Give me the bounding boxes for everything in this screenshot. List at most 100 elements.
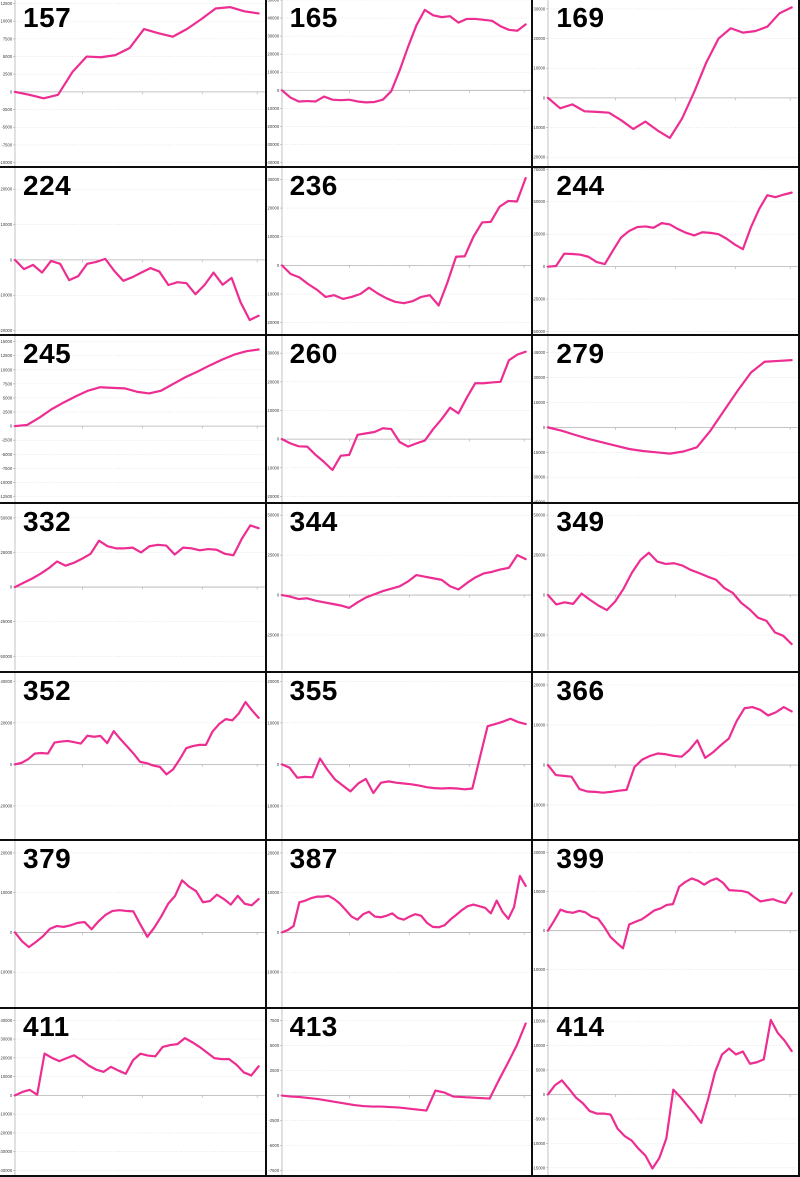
trend-line <box>547 1018 794 1170</box>
y-tick-label: -5000 <box>535 1116 546 1121</box>
y-tick-label: 10000 <box>534 66 546 71</box>
sparkline-svg: 20000 10000 0 -10000 <box>0 840 265 1007</box>
y-tick-label: 2500 <box>270 1068 280 1073</box>
chart-id-label: 236 <box>289 170 338 202</box>
chart-id-label: 260 <box>289 338 338 370</box>
trend-line <box>13 878 260 948</box>
y-tick-label: -25000 <box>533 633 546 638</box>
trend-line <box>280 717 527 794</box>
y-tick-label: 0 <box>543 95 546 100</box>
sparkline-svg: 45000 30000 15000 0 -15000 -30000 -45000 <box>533 336 798 503</box>
y-tick-label: -20000 <box>267 124 280 129</box>
y-tick-label: -10000 <box>267 803 280 808</box>
y-tick-label: 0 <box>10 761 13 766</box>
chart-id-label: 399 <box>556 842 605 874</box>
trend-line <box>547 552 794 646</box>
y-tick-label: 5000 <box>536 1067 546 1072</box>
y-tick-label: 15000 <box>1 339 13 344</box>
y-tick-label: 30000 <box>534 6 546 11</box>
sparkline-svg: 20000 10000 0 -10000 -20000 <box>0 168 265 335</box>
y-tick-label: 0 <box>276 437 279 442</box>
y-tick-label: 0 <box>543 1092 546 1097</box>
y-tick-label: 0 <box>543 593 546 598</box>
sparkline-svg: 20000 10000 0 -10000 <box>533 672 798 839</box>
y-tick-label: 5000 <box>270 1043 280 1048</box>
chart-id-label: 245 <box>23 338 72 370</box>
y-tick-label: -20000 <box>0 328 13 333</box>
y-tick-label: -5000 <box>1 452 12 457</box>
y-tick-label: 50000 <box>267 0 279 3</box>
y-tick-label: 10000 <box>1 890 13 895</box>
y-tick-label: 20000 <box>534 36 546 41</box>
y-tick-label: 25000 <box>534 232 546 237</box>
y-tick-label: 2500 <box>3 72 13 77</box>
y-tick-label: -10000 <box>267 466 280 471</box>
y-tick-label: 15000 <box>534 1019 546 1024</box>
chart-id-label: 387 <box>289 842 338 874</box>
y-tick-label: -10000 <box>267 106 280 111</box>
y-tick-label: -10000 <box>533 1141 546 1146</box>
y-tick-label: -2500 <box>1 438 12 443</box>
y-tick-label: -20000 <box>0 803 13 808</box>
y-tick-label: 0 <box>276 1093 279 1098</box>
sparkline-cell: 413 7500 5000 2500 0 -2500 -5000 -7500 <box>266 1008 532 1175</box>
sparkline-cell: 344 50000 25000 0 -25000 <box>266 504 532 671</box>
chart-id-label: 165 <box>289 2 338 33</box>
y-tick-label: -5000 <box>268 1143 279 1148</box>
y-tick-label: -40000 <box>0 1168 13 1173</box>
y-tick-label: 0 <box>543 264 546 269</box>
sparkline-cell: 169 30000 20000 10000 0 -10000 -20000 <box>533 0 798 167</box>
y-tick-label: -20000 <box>267 320 280 325</box>
sparkline-svg: 50000 25000 0 -25000 <box>533 504 798 671</box>
y-tick-label: 20000 <box>1 720 13 725</box>
y-tick-label: 10000 <box>267 70 279 75</box>
y-tick-label: 0 <box>276 263 279 268</box>
chart-id-label: 344 <box>289 506 338 538</box>
y-tick-label: -10000 <box>0 969 13 974</box>
y-tick-label: 30000 <box>534 375 546 380</box>
trend-line <box>547 705 794 794</box>
sparkline-svg: 15000 10000 5000 0 -5000 -10000 -15000 <box>533 1008 798 1175</box>
sparkline-cell: 411 40000 30000 20000 10000 0 -10000 -20000 -30… <box>0 1008 265 1175</box>
y-tick-label: 5000 <box>3 54 13 59</box>
sparkline-svg: 40000 30000 20000 10000 0 -10000 -20000 -30000 -… <box>0 1008 265 1175</box>
y-tick-label: 0 <box>10 89 13 94</box>
sparkline-svg: 7500 5000 2500 0 -2500 -5000 -7500 <box>268 1008 532 1175</box>
chart-id-label: 352 <box>23 674 72 706</box>
y-tick-label: 20000 <box>267 52 279 57</box>
sparkline-cell: 379 20000 10000 0 -10000 <box>0 840 265 1007</box>
y-tick-label: 10000 <box>267 890 279 895</box>
y-tick-label: 40000 <box>1 1018 13 1023</box>
y-tick-label: -20000 <box>0 1130 13 1135</box>
y-tick-label: -10000 <box>267 969 280 974</box>
y-tick-label: 0 <box>543 425 546 430</box>
y-tick-label: 10000 <box>1 1074 13 1079</box>
sparkline-cell: 349 50000 25000 0 -25000 <box>533 504 798 671</box>
y-tick-label: 25000 <box>267 553 279 558</box>
trend-line <box>280 177 527 307</box>
y-tick-label: 10000 <box>1 368 13 373</box>
y-tick-label: -25000 <box>267 633 280 638</box>
y-tick-label: 20000 <box>1 850 13 855</box>
y-tick-label: 7500 <box>3 36 13 41</box>
sparkline-svg: 15000 12500 10000 7500 5000 2500 0 -2500 -5000 -7… <box>0 336 265 503</box>
sparkline-svg: 30000 20000 10000 0 -10000 -20000 <box>267 336 532 503</box>
y-tick-label: 30000 <box>267 34 279 39</box>
y-tick-label: 0 <box>10 585 13 590</box>
trend-line <box>13 524 260 589</box>
chart-id-label: 244 <box>556 170 605 202</box>
y-tick-label: 40000 <box>1 678 13 683</box>
sparkline-svg: 50000 25000 0 -25000 <box>267 504 532 671</box>
y-tick-label: 7500 <box>3 382 13 387</box>
y-tick-label: 20000 <box>267 380 279 385</box>
trend-line <box>13 1036 260 1097</box>
chart-id-label: 413 <box>289 1010 338 1042</box>
y-tick-label: -10000 <box>267 292 280 297</box>
y-tick-label: 50000 <box>1 516 13 521</box>
y-tick-label: 20000 <box>267 206 279 211</box>
y-tick-label: -2500 <box>1 107 12 112</box>
trend-line <box>547 877 794 950</box>
y-tick-label: 10000 <box>1 222 13 227</box>
y-tick-label: 10000 <box>534 889 546 894</box>
